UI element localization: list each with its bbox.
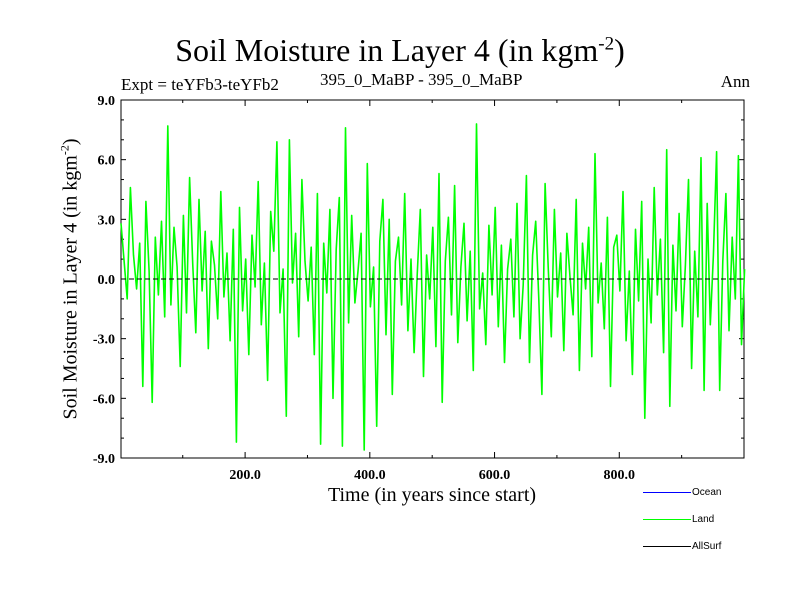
legend-line-land	[643, 519, 691, 520]
x-tick-label: 200.0	[229, 468, 261, 483]
legend-item-land: Land	[643, 513, 753, 527]
series-group	[120, 123, 746, 451]
series-line-land	[120, 123, 746, 451]
chart-title-close: )	[614, 32, 625, 68]
y-tick-label: 6.0	[98, 154, 116, 169]
y-tick-label: 9.0	[98, 94, 116, 109]
chart-title-main: Soil Moisture in Layer 4 (in kgm	[175, 32, 599, 68]
x-tick-label: 400.0	[354, 468, 386, 483]
legend-item-ocean: Ocean	[643, 486, 753, 500]
y-tick-label: -9.0	[93, 452, 115, 467]
run-label: 395_0_MaBP - 395_0_MaBP	[320, 70, 523, 89]
legend-label-allsurf: AllSurf	[692, 541, 722, 552]
axis-ticks	[121, 99, 744, 459]
legend-line-ocean	[643, 492, 691, 493]
x-tick-label: 800.0	[604, 468, 636, 483]
legend-label-ocean: Ocean	[692, 487, 722, 498]
legend-item-allsurf: AllSurf	[643, 540, 753, 554]
y-axis-label-close: )	[59, 138, 82, 146]
legend-line-allsurf	[643, 546, 691, 547]
x-axis-label: Time (in years since start)	[327, 484, 537, 506]
chart-title: Soil Moisture in Layer 4 (in kgm-2)	[0, 32, 800, 69]
x-tick-label: 600.0	[479, 468, 511, 483]
legend-label-land: Land	[692, 514, 715, 525]
y-axis-label-main: Soil Moisture in Layer 4 (in kgm	[59, 155, 82, 420]
period-label: Ann	[720, 72, 750, 91]
experiment-label: Expt = teYFb3-teYFb2	[121, 75, 279, 94]
tick-labels: -9.0 -6.0 -3.0 0.0 3.0 6.0 9.0 200.0 400.0 600.0 8…	[93, 94, 635, 483]
y-tick-label: -6.0	[93, 392, 115, 407]
y-tick-label: -3.0	[93, 333, 115, 348]
y-axis-label-exponent: -2	[57, 145, 72, 156]
y-axis-label: Soil Moisture in Layer 4 (in kgm-2)	[58, 138, 83, 419]
chart-title-exponent: -2	[598, 33, 615, 55]
y-tick-label: 0.0	[98, 273, 116, 288]
y-tick-label: 3.0	[98, 213, 116, 228]
